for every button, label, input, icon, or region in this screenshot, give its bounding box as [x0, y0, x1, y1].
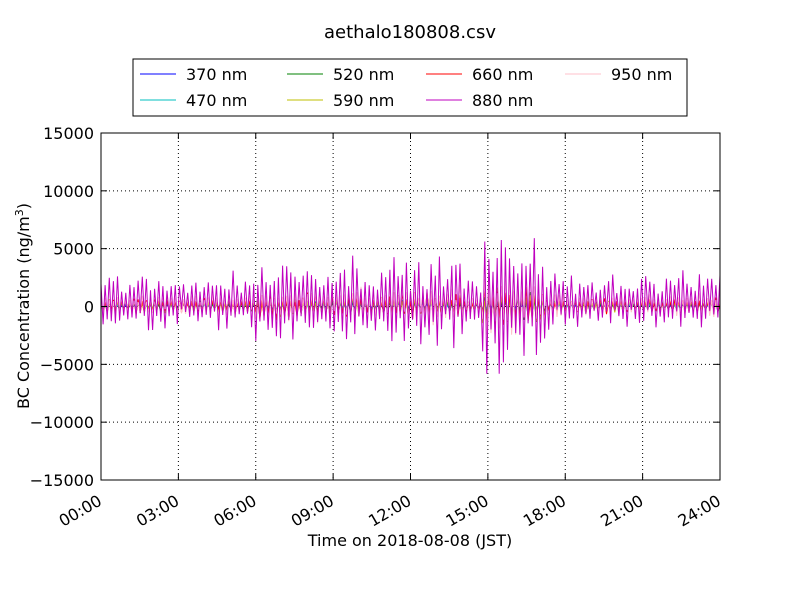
x-tick-label: 15:00 [442, 491, 491, 531]
y-tick-label: −5000 [40, 355, 94, 374]
x-tick-label: 12:00 [365, 491, 414, 531]
y-tick-label: 0 [84, 298, 94, 317]
y-tick-label: −10000 [30, 413, 94, 432]
legend-box [132, 58, 688, 117]
x-tick-label: 21:00 [597, 491, 646, 531]
series-line-660-nm [100, 287, 721, 326]
y-tick-label: 15000 [43, 124, 94, 143]
legend-label: 880 nm [472, 91, 533, 110]
x-tick-label: 00:00 [56, 491, 105, 531]
x-tick-label: 24:00 [675, 491, 724, 531]
x-axis-label: Time on 2018-08-08 (JST) [307, 531, 512, 550]
ticks: 00:00 03:00 06:00 09:00 12:00 15:00 18:00 21:00… [30, 124, 724, 531]
legend-label: 950 nm [611, 65, 672, 84]
x-tick-label: 09:00 [288, 491, 337, 531]
series-layer [100, 238, 721, 374]
y-axis-label: BC Concentration (ng/m3) [13, 203, 34, 409]
x-tick-label: 06:00 [210, 491, 259, 531]
y-tick-label: 10000 [43, 182, 94, 201]
chart-title: aethalo180808.csv [324, 22, 496, 43]
legend: 370 nm 470 nm 520 nm 590 nm 660 nm 880 nm 950 … [132, 58, 688, 117]
legend-label: 520 nm [333, 65, 394, 84]
x-tick-label: 03:00 [133, 491, 182, 531]
x-tick-label: 18:00 [520, 491, 569, 531]
legend-label: 590 nm [333, 91, 394, 110]
y-tick-label: −15000 [30, 471, 94, 490]
legend-label: 370 nm [186, 65, 247, 84]
legend-label: 660 nm [472, 65, 533, 84]
series-line-880-nm [100, 238, 721, 374]
y-tick-label: 5000 [53, 240, 94, 259]
legend-label: 470 nm [186, 91, 247, 110]
